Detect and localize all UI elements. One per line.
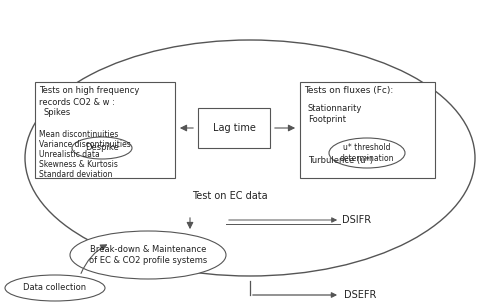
Text: Despike: Despike bbox=[85, 143, 119, 153]
Text: Tests on fluxes (Fc):: Tests on fluxes (Fc): bbox=[304, 86, 392, 95]
Bar bbox=[197, 108, 270, 148]
Bar bbox=[300, 82, 434, 178]
Text: DSIFR: DSIFR bbox=[341, 215, 370, 225]
Text: Mean discontinuities: Mean discontinuities bbox=[39, 130, 118, 139]
Text: Standard deviation: Standard deviation bbox=[39, 170, 112, 179]
Ellipse shape bbox=[328, 138, 404, 168]
Text: Test on EC data: Test on EC data bbox=[192, 191, 267, 201]
Text: Lag time: Lag time bbox=[212, 123, 255, 133]
Text: Footprint: Footprint bbox=[308, 115, 345, 124]
Text: DSEFR: DSEFR bbox=[343, 290, 376, 300]
Ellipse shape bbox=[72, 137, 132, 159]
Text: Skewness & Kurtosis: Skewness & Kurtosis bbox=[39, 160, 118, 169]
Text: Tests on high frequency
records CO2 & w :: Tests on high frequency records CO2 & w … bbox=[39, 86, 139, 107]
Text: Data collection: Data collection bbox=[24, 283, 86, 293]
Text: u* threshold
determination: u* threshold determination bbox=[339, 143, 393, 163]
Text: Variance discontinuities: Variance discontinuities bbox=[39, 140, 130, 149]
Text: Unrealistic data: Unrealistic data bbox=[39, 150, 100, 159]
Text: Break-down & Maintenance
of EC & CO2 profile systems: Break-down & Maintenance of EC & CO2 pro… bbox=[89, 245, 207, 265]
Text: Turbulence (u*): Turbulence (u*) bbox=[308, 156, 372, 165]
Bar bbox=[35, 82, 175, 178]
Text: Stationnarity: Stationnarity bbox=[308, 104, 362, 113]
Ellipse shape bbox=[70, 231, 225, 279]
Ellipse shape bbox=[5, 275, 105, 301]
Text: Spikes: Spikes bbox=[43, 108, 70, 117]
